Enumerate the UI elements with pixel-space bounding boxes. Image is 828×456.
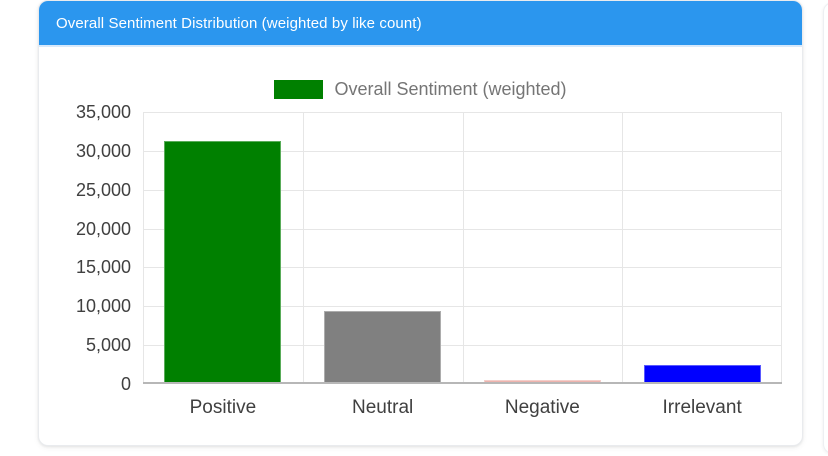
bar-chart: Overall Sentiment (weighted) 0 5,000 10,00… [39,47,802,445]
x-axis-labels: Positive Neutral Negative Irrelevant [143,396,782,420]
x-tick-label: Neutral [352,397,414,418]
v-gridline [622,112,624,384]
y-tick-label: 5,000 [85,335,131,356]
sentiment-chart-card: Overall Sentiment Distribution (weighted… [38,0,803,446]
y-tick-label: 0 [120,374,131,394]
y-axis-labels: 0 5,000 10,000 15,000 20,000 25,000 30,000 35,0… [39,102,131,394]
v-gridline [143,112,144,384]
y-tick-label: 30,000 [75,140,131,161]
adjacent-card-edge [823,2,828,454]
y-tick-label: 20,000 [75,218,131,239]
chart-legend: Overall Sentiment (weighted) [39,78,802,100]
x-tick-label: Irrelevant [662,397,742,418]
legend-label: Overall Sentiment (weighted) [334,78,567,99]
x-tick-label: Negative [504,397,580,418]
plot-area [143,112,782,384]
y-tick-label: 35,000 [75,102,131,122]
bar-irrelevant[interactable] [643,365,761,382]
legend-swatch [274,79,324,99]
bar-negative[interactable] [483,380,601,382]
bar-positive[interactable] [164,141,282,382]
v-gridline [302,112,304,384]
x-axis-line [143,382,782,384]
y-tick-label: 15,000 [75,257,131,278]
chart-title: Overall Sentiment Distribution (weighted… [56,14,422,32]
y-tick-label: 10,000 [75,296,131,317]
v-gridline [781,112,782,384]
chart-title-bar: Overall Sentiment Distribution (weighted… [39,1,802,47]
y-tick-label: 25,000 [75,179,131,200]
v-gridline [462,112,464,384]
bar-neutral[interactable] [324,311,442,382]
x-tick-label: Positive [189,397,257,418]
